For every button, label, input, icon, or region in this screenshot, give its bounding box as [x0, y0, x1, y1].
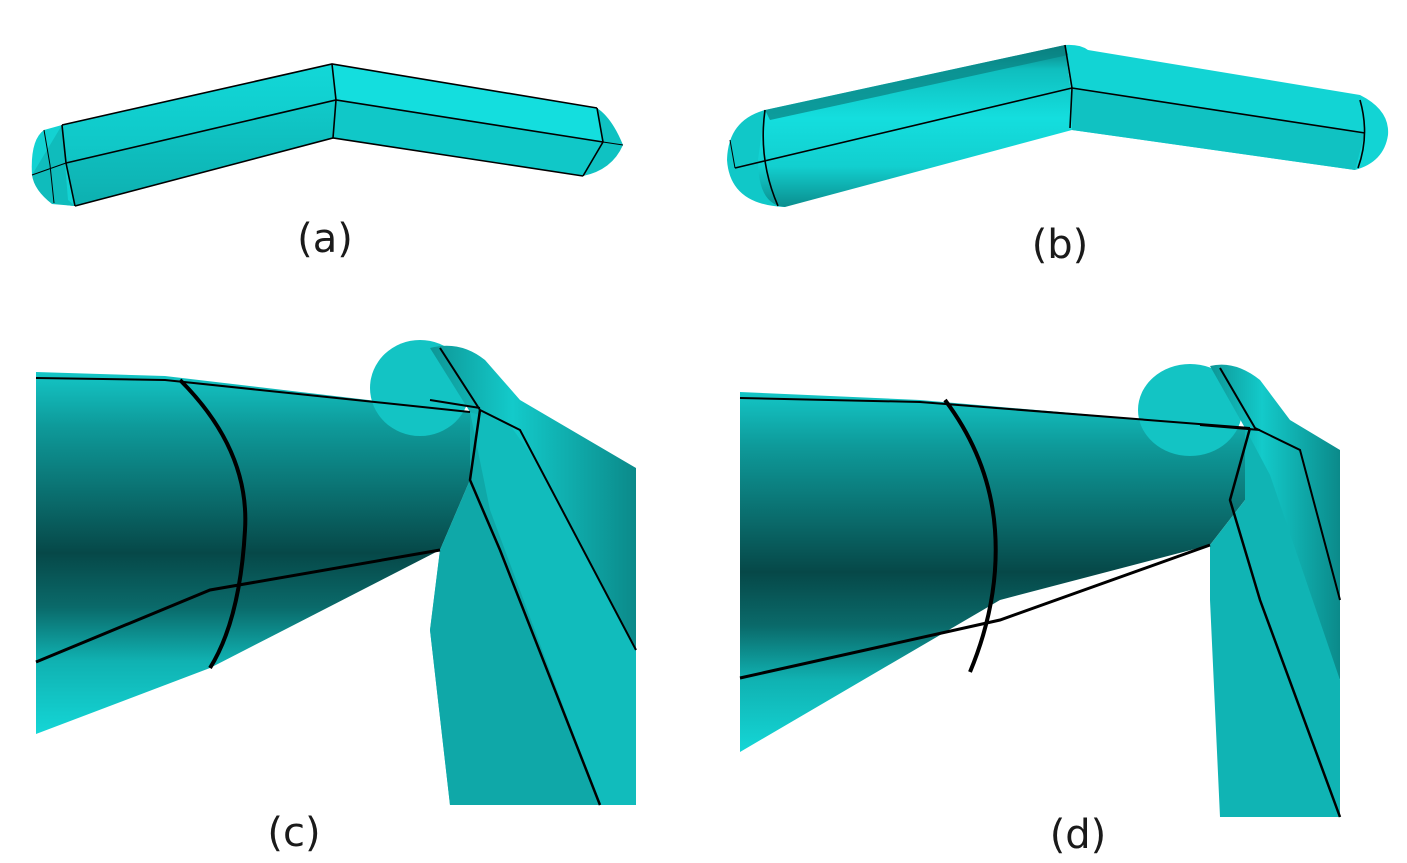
panel-a: (a): [0, 0, 700, 270]
tube-edges: [729, 44, 1366, 207]
bar-edges: [31, 63, 624, 207]
bar-right-top: [332, 64, 603, 142]
panel-c-render: [35, 340, 637, 806]
bar-right-front: [333, 100, 603, 176]
panel-a-render: [31, 63, 624, 207]
panel-c: (c): [0, 300, 700, 863]
panel-b: (b): [700, 0, 1407, 270]
caption-b: (b): [1031, 222, 1089, 268]
refined-back-dome: [1138, 364, 1242, 456]
panel-d: (d): [700, 300, 1407, 863]
caption-c: (c): [267, 810, 321, 856]
panel-b-render: [727, 44, 1389, 207]
panel-d-render: [739, 364, 1342, 818]
caption-a: (a): [297, 216, 353, 262]
refined-horizontal-tube: [740, 392, 1245, 752]
junction-horizontal-tube: [36, 372, 470, 734]
junction-edges: [35, 347, 637, 806]
refined-edges: [739, 367, 1342, 818]
bar-left-top: [62, 64, 336, 163]
caption-d: (d): [1049, 812, 1107, 858]
bar-left-front: [66, 100, 336, 206]
refined-vertical-tube: [1210, 428, 1340, 817]
